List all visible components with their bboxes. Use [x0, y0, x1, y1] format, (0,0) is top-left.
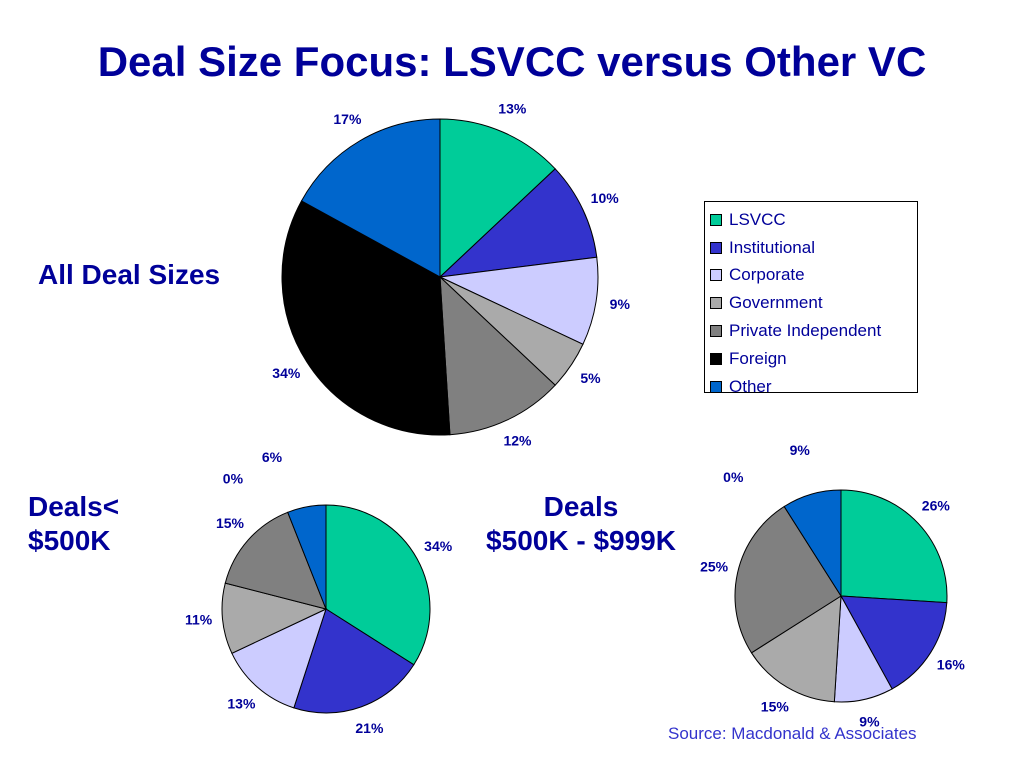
pie-all-slice-corporate — [438, 256, 599, 345]
pie-medium-slice-institutional — [840, 595, 948, 690]
pie-medium-slice-lsvcc — [840, 489, 948, 604]
pie-small-slice-lsvcc — [325, 504, 431, 666]
pie-medium-label-private-independent: 25% — [700, 558, 729, 574]
pie-small-slice-other — [287, 504, 327, 610]
pie-small-label-institutional: 21% — [355, 720, 384, 736]
medium-deals-label-line-1: Deals — [543, 491, 619, 522]
pie-medium-label-government: 15% — [761, 699, 790, 715]
pie-all-slice-lsvcc — [439, 118, 556, 279]
pie-all-label-institutional: 10% — [591, 190, 620, 206]
pie-all-label-corporate: 9% — [610, 296, 631, 312]
legend-item-lsvcc: LSVCC — [705, 206, 917, 234]
legend-item-other: Other — [705, 373, 917, 401]
pie-small-slice-private-independent — [224, 511, 327, 610]
pie-all-label-government: 5% — [580, 370, 601, 386]
legend-item-foreign: Foreign — [705, 345, 917, 373]
legend-label-corporate: Corporate — [729, 265, 805, 285]
pie-medium-label-other: 9% — [790, 442, 811, 458]
pie-small: 34% 21% 13% 11% 15% 0% 6% — [185, 449, 453, 736]
legend-swatch-lsvcc — [710, 213, 722, 226]
pie-small-label-foreign: 0% — [223, 471, 244, 487]
pie-medium-label-institutional: 16% — [937, 656, 966, 672]
legend-label-private-independent: Private Independent — [729, 321, 882, 341]
pie-small-label-lsvcc: 34% — [424, 538, 453, 554]
pie-all-label-lsvcc: 13% — [498, 101, 527, 117]
small-deals-label-line-2: $500K — [28, 525, 111, 556]
source-note: Source: Macdonald & Associates — [668, 724, 917, 743]
pie-small-slice-government — [221, 582, 328, 654]
pie-small-label-private-independent: 15% — [216, 515, 245, 531]
legend-swatch-private-independent — [710, 325, 722, 338]
pie-medium-slice-government — [750, 595, 842, 703]
pie-medium-label-lsvcc: 26% — [922, 498, 951, 514]
pie-all-slice-private-independent — [439, 275, 556, 436]
legend-swatch-institutional — [710, 241, 722, 254]
legend-item-corporate: Corporate — [705, 262, 917, 290]
legend-swatch-other — [710, 380, 722, 393]
pie-medium-label-corporate: 9% — [859, 714, 880, 730]
legend-label-institutional: Institutional — [729, 237, 815, 257]
pie-medium: 26% 16% 9% 15% 25% 0% 9% — [700, 442, 965, 730]
pie-all-slice-other — [300, 118, 441, 278]
all-deals-label: All Deal Sizes — [38, 259, 221, 290]
pie-all-slice-institutional — [438, 168, 598, 278]
pie-small-label-government: 11% — [185, 612, 213, 628]
small-deals-label: Deals< $500K — [28, 490, 119, 558]
legend-label-lsvcc: LSVCC — [729, 209, 786, 229]
legend-swatch-corporate — [710, 269, 722, 282]
pie-all-label-other: 17% — [333, 111, 362, 127]
small-deals-label-line-1: Deals< — [28, 491, 120, 522]
legend-label-government: Government — [729, 293, 823, 313]
legend-label-other: Other — [729, 376, 772, 396]
pie-small-slice-institutional — [293, 608, 415, 714]
pie-medium-slice-other — [783, 489, 842, 598]
legend-swatch-government — [710, 297, 722, 310]
pie-medium-slice-private-independent — [734, 505, 842, 654]
medium-deals-label-line-2: $500K - $999K — [486, 525, 676, 556]
legend-label-foreign: Foreign — [729, 348, 787, 368]
pie-all-label-private-independent: 12% — [503, 432, 532, 448]
legend-swatch-foreign — [710, 352, 722, 365]
legend-item-institutional: Institutional — [705, 234, 917, 262]
pie-medium-label-foreign: 0% — [723, 469, 744, 485]
medium-deals-label: Deals $500K - $999K — [466, 490, 696, 558]
page-title: Deal Size Focus: LSVCC versus Other VC — [97, 38, 927, 85]
pie-all-label-foreign: 34% — [272, 365, 301, 381]
pie-small-slice-corporate — [231, 608, 327, 709]
pie-small-label-corporate: 13% — [227, 696, 256, 712]
pie-all: 13% 10% 9% 5% 12% 34% 17% — [272, 101, 630, 449]
chart-legend: LSVCC Institutional Corporate Government… — [704, 201, 918, 396]
pie-small-label-other: 6% — [262, 449, 283, 465]
legend-item-private-independent: Private Independent — [705, 317, 917, 345]
legend-item-government: Government — [705, 289, 917, 317]
